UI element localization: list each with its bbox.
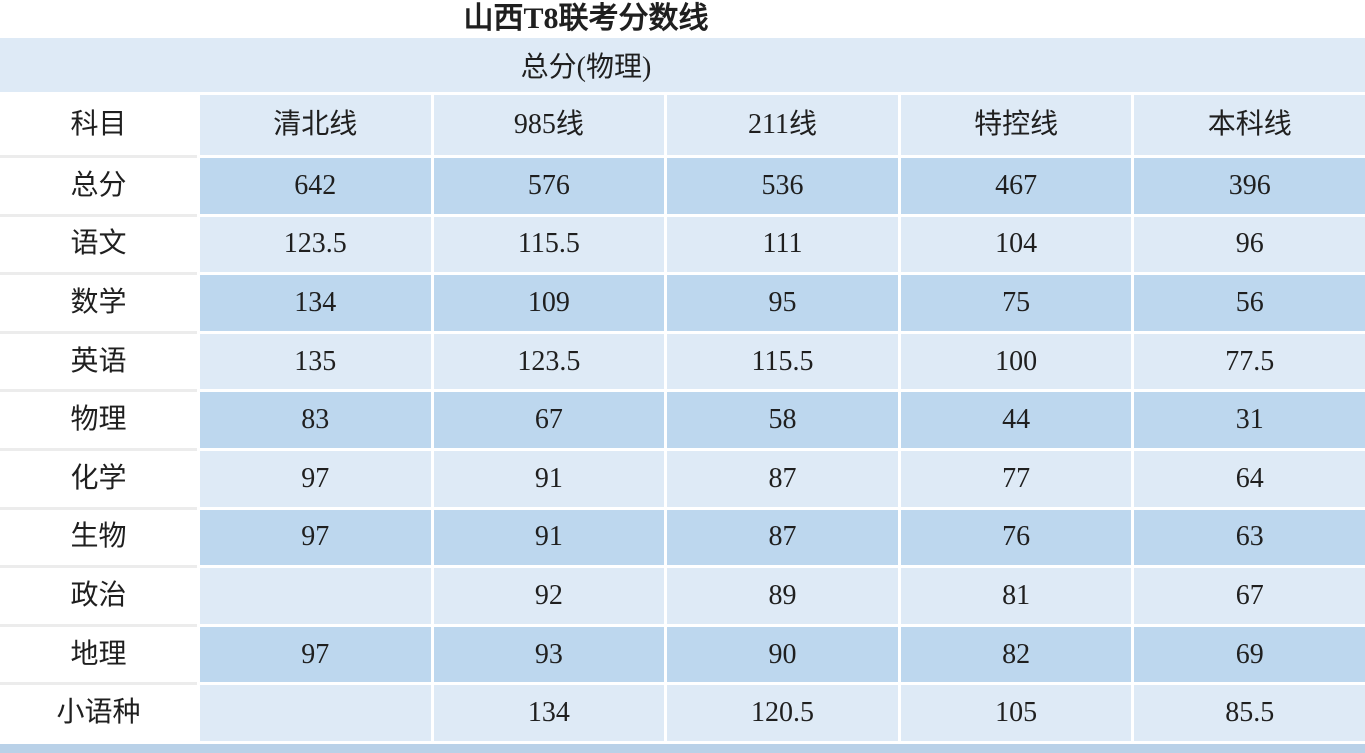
table-title: 山西T8联考分数线 (463, 2, 709, 35)
table-subtitle: 总分(物理) (520, 52, 652, 83)
score-cell: 123.5 (200, 216, 431, 273)
score-cell: 75 (900, 275, 1132, 331)
score-cell: 134 (433, 685, 665, 741)
row-label: 总分 (0, 158, 197, 214)
score-cell (200, 685, 431, 741)
score-cell: 95 (667, 275, 898, 331)
row-label: 数学 (0, 275, 197, 331)
score-cell: 97 (200, 626, 431, 683)
score-cell: 77.5 (1134, 333, 1365, 390)
row-label: 小语种 (0, 685, 197, 741)
score-cell: 77 (900, 450, 1132, 507)
corner-header-subject: 科目 (0, 95, 197, 155)
score-cell: 87 (667, 450, 898, 507)
column-header: 211线 (667, 95, 898, 155)
score-cell: 67 (433, 392, 665, 448)
score-cell: 111 (667, 216, 898, 273)
subtitle-row: 总分(物理) (0, 38, 1365, 92)
score-cell: 63 (1134, 509, 1365, 566)
score-cell: 90 (667, 626, 898, 683)
score-cell: 81 (900, 568, 1132, 624)
score-cell: 31 (1134, 392, 1365, 448)
row-label: 化学 (0, 450, 197, 507)
score-cell: 56 (1134, 275, 1365, 331)
score-cell: 642 (200, 158, 431, 214)
score-cell: 87 (667, 509, 898, 566)
score-cell: 92 (433, 568, 665, 624)
score-cell: 91 (433, 509, 665, 566)
score-cell: 100 (900, 333, 1132, 390)
score-cell: 44 (900, 392, 1132, 448)
score-cell: 105 (900, 685, 1132, 741)
column-header: 特控线 (900, 95, 1132, 155)
score-cell: 58 (667, 392, 898, 448)
score-cell: 82 (900, 626, 1132, 683)
score-cell: 76 (900, 509, 1132, 566)
bottom-strip (0, 743, 1365, 753)
score-cell: 97 (200, 509, 431, 566)
column-header: 985线 (433, 95, 665, 155)
score-cell: 115.5 (667, 333, 898, 390)
score-cell: 64 (1134, 450, 1365, 507)
score-cell: 536 (667, 158, 898, 214)
score-cell (200, 568, 431, 624)
score-cell: 91 (433, 450, 665, 507)
column-header: 本科线 (1134, 95, 1365, 155)
score-grid: 科目 清北线 985线 211线 特控线 本科线 总分 642 576 536 467 396 语文 12… (0, 95, 1365, 741)
row-label: 物理 (0, 392, 197, 448)
score-cell: 85.5 (1134, 685, 1365, 741)
row-label: 英语 (0, 333, 197, 390)
score-cell: 96 (1134, 216, 1365, 273)
row-label: 生物 (0, 509, 197, 566)
score-cell: 93 (433, 626, 665, 683)
row-label: 政治 (0, 568, 197, 624)
row-label: 语文 (0, 216, 197, 273)
score-cell: 123.5 (433, 333, 665, 390)
score-cell: 109 (433, 275, 665, 331)
title-row: 山西T8联考分数线 (0, 0, 1365, 38)
score-cell: 134 (200, 275, 431, 331)
score-cell: 89 (667, 568, 898, 624)
column-header: 清北线 (200, 95, 431, 155)
score-cell: 83 (200, 392, 431, 448)
score-cell: 115.5 (433, 216, 665, 273)
score-cell: 120.5 (667, 685, 898, 741)
score-cell: 67 (1134, 568, 1365, 624)
score-cell: 396 (1134, 158, 1365, 214)
score-cell: 69 (1134, 626, 1365, 683)
row-label: 地理 (0, 626, 197, 683)
score-cell: 97 (200, 450, 431, 507)
score-cell: 135 (200, 333, 431, 390)
score-cell: 576 (433, 158, 665, 214)
score-cell: 467 (900, 158, 1132, 214)
score-cell: 104 (900, 216, 1132, 273)
